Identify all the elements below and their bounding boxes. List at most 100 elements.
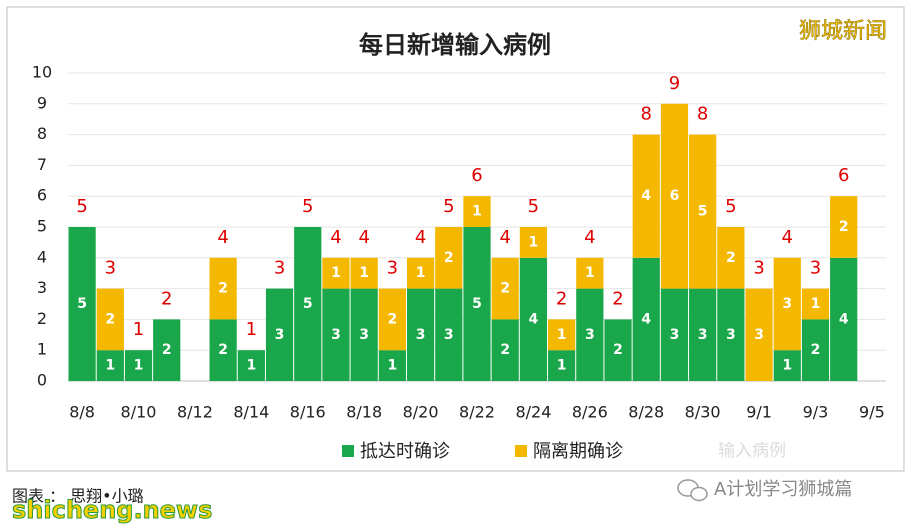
bar-segment bbox=[830, 257, 858, 381]
y-tick-label: 7 bbox=[37, 155, 47, 174]
y-tick-label: 1 bbox=[37, 340, 47, 359]
segment-label: 2 bbox=[162, 342, 172, 358]
total-label: 4 bbox=[584, 227, 595, 248]
segment-label: 2 bbox=[218, 281, 228, 297]
x-tick-label: 8/10 bbox=[121, 403, 157, 422]
segment-label: 1 bbox=[331, 265, 341, 281]
total-label: 5 bbox=[725, 196, 736, 217]
x-tick-label: 8/26 bbox=[572, 403, 608, 422]
y-tick-label: 6 bbox=[37, 186, 47, 205]
segment-label: 1 bbox=[529, 234, 539, 250]
total-label: 8 bbox=[641, 104, 652, 125]
bar-segment bbox=[801, 288, 830, 320]
segment-label: 5 bbox=[698, 204, 708, 220]
segment-label: 3 bbox=[275, 327, 285, 343]
total-label: 8 bbox=[697, 104, 708, 125]
total-label: 4 bbox=[415, 227, 426, 248]
segment-label: 2 bbox=[613, 342, 623, 358]
bar-segment bbox=[660, 103, 689, 289]
legend-swatch bbox=[342, 445, 354, 457]
bar-segment bbox=[209, 319, 237, 381]
segment-label: 2 bbox=[726, 250, 736, 266]
bar-segment bbox=[491, 319, 519, 381]
bar-segment bbox=[689, 288, 717, 381]
x-tick-label: 8/22 bbox=[459, 403, 495, 422]
total-label: 2 bbox=[556, 288, 567, 309]
bar-segment bbox=[717, 288, 745, 381]
segment-label: 3 bbox=[359, 327, 369, 343]
site-watermark: shicheng.news bbox=[12, 496, 212, 524]
bar-segment bbox=[322, 257, 350, 289]
total-label: 2 bbox=[161, 288, 172, 309]
total-label: 9 bbox=[669, 73, 680, 94]
total-label: 5 bbox=[302, 196, 313, 217]
x-tick-label: 8/20 bbox=[403, 403, 439, 422]
segment-label: 2 bbox=[388, 311, 398, 327]
bar-segment bbox=[745, 288, 773, 381]
segment-label: 4 bbox=[641, 311, 651, 327]
x-tick-label: 8/16 bbox=[290, 403, 326, 422]
total-label: 4 bbox=[330, 227, 341, 248]
bar-segment bbox=[463, 196, 491, 227]
bar-segment bbox=[124, 350, 153, 381]
segment-label: 2 bbox=[444, 250, 454, 266]
x-tick-label: 8/12 bbox=[177, 403, 213, 422]
segment-label: 2 bbox=[811, 342, 821, 358]
brand-watermark: 狮城新闻 bbox=[799, 19, 887, 44]
bar-segment bbox=[576, 288, 604, 381]
total-label: 4 bbox=[217, 227, 228, 248]
x-tick-label: 8/8 bbox=[69, 403, 95, 422]
segment-label: 4 bbox=[641, 188, 651, 204]
wechat-icon bbox=[677, 479, 708, 502]
segment-label: 5 bbox=[303, 296, 313, 312]
bar-segment bbox=[519, 257, 548, 381]
total-label: 3 bbox=[387, 258, 398, 279]
segment-label: 3 bbox=[416, 327, 426, 343]
y-tick-label: 9 bbox=[37, 93, 47, 112]
segment-label: 3 bbox=[726, 327, 736, 343]
x-tick-label: 9/3 bbox=[803, 403, 829, 422]
x-tick-label: 8/18 bbox=[346, 403, 382, 422]
bar-segment bbox=[350, 257, 378, 289]
segment-label: 2 bbox=[839, 219, 849, 235]
x-tick-label: 9/1 bbox=[746, 403, 772, 422]
total-label: 5 bbox=[443, 196, 454, 217]
y-tick-label: 8 bbox=[37, 124, 47, 143]
total-label: 1 bbox=[246, 319, 257, 340]
bar-segment bbox=[406, 288, 435, 381]
segment-label: 1 bbox=[472, 204, 482, 220]
bar-segment bbox=[350, 288, 378, 381]
total-label: 2 bbox=[612, 288, 623, 309]
bar-segment bbox=[632, 134, 660, 258]
segment-label: 1 bbox=[585, 265, 595, 281]
segment-label: 1 bbox=[246, 358, 256, 374]
bar-segment bbox=[153, 319, 181, 381]
total-label: 1 bbox=[133, 319, 144, 340]
legend-label: 抵达时确诊 bbox=[360, 441, 450, 462]
segment-label: 3 bbox=[670, 327, 680, 343]
bar-segment bbox=[689, 134, 717, 289]
segment-label: 4 bbox=[529, 311, 539, 327]
total-label: 5 bbox=[528, 196, 539, 217]
segment-label: 1 bbox=[134, 358, 144, 374]
segment-label: 3 bbox=[331, 327, 341, 343]
bar-segment bbox=[773, 257, 801, 351]
segment-label: 3 bbox=[585, 327, 595, 343]
bar-segment bbox=[548, 350, 576, 381]
credit: 图表 ： 思翔•小璐 bbox=[12, 487, 144, 506]
segment-label: 1 bbox=[416, 265, 426, 281]
y-tick-label: 5 bbox=[37, 217, 47, 236]
total-label: 4 bbox=[358, 227, 369, 248]
total-label: 5 bbox=[76, 196, 87, 217]
y-tick-label: 0 bbox=[37, 371, 47, 390]
total-label: 3 bbox=[753, 258, 764, 279]
segment-label: 2 bbox=[500, 281, 510, 297]
total-label: 6 bbox=[471, 165, 482, 186]
total-label: 6 bbox=[838, 165, 849, 186]
bar-segment bbox=[322, 288, 350, 381]
bar-segment bbox=[660, 288, 689, 381]
bar-segment bbox=[773, 350, 801, 381]
bar-segment bbox=[96, 288, 124, 351]
segment-label: 2 bbox=[105, 311, 115, 327]
total-label: 4 bbox=[782, 227, 793, 248]
